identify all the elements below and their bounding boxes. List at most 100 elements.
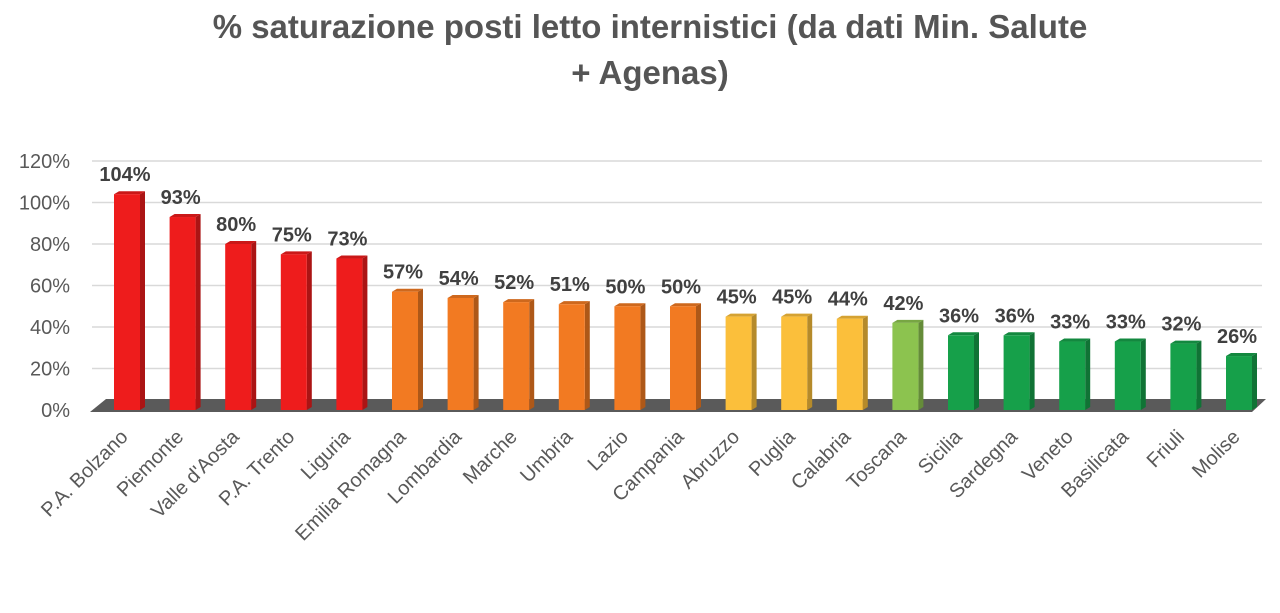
bar [225,241,257,410]
x-tick-label: Abruzzo [677,426,744,493]
y-tick-label: 40% [30,317,70,339]
bar [614,303,646,410]
data-label: 32% [1161,314,1201,336]
bar-front [1226,356,1252,410]
bar-top [1114,338,1146,342]
bar [1003,332,1035,410]
bar-front [114,194,140,410]
data-label: 54% [439,268,479,290]
data-label: 73% [327,229,367,251]
bar-front [892,322,919,410]
bar [169,214,201,410]
bar-top [169,214,201,218]
y-tick-label: 120% [19,151,70,173]
bar-top [336,255,368,259]
bar-front [1003,335,1030,410]
bar-top [614,303,646,307]
bar-front [392,291,418,410]
data-label: 104% [99,164,150,186]
bar [503,299,535,410]
bar [114,191,145,410]
y-tick-label: 100% [19,193,70,215]
bar-top [1003,332,1035,336]
bar-front [836,318,863,410]
data-label: 33% [1106,312,1146,334]
data-label: 45% [772,287,812,309]
bar-side [1196,340,1202,410]
data-label: 50% [661,276,701,298]
bar-side [974,332,979,410]
bar [948,332,979,410]
bar [280,251,312,410]
bar-side [140,191,145,410]
chart-title-line-2: + Agenas) [571,54,729,91]
bar-top [447,294,479,298]
bar-side [195,214,201,410]
data-label: 80% [216,214,256,236]
bar-front [725,316,752,410]
bars [114,191,1257,410]
bar-top [225,241,257,244]
bar-side [640,303,646,410]
bar [892,319,924,410]
bar-top [280,251,312,255]
bar-side [1252,353,1257,410]
bar-side [362,255,368,410]
bar-side [584,301,590,410]
bar-top [558,301,590,305]
data-label: 44% [828,289,868,311]
data-label: 75% [272,224,312,246]
bar-side [751,313,757,410]
bar [392,288,423,410]
bar [670,303,701,410]
bar-side [529,299,535,410]
bar-top [392,288,423,292]
bar [558,301,590,410]
data-label: 33% [1050,312,1090,334]
bar [781,313,813,410]
bar-front [169,217,196,410]
bar [447,294,479,410]
bar [1059,338,1091,410]
bar [836,315,868,410]
bar-side [807,313,813,410]
bar-top [892,319,924,323]
bar-side [251,241,257,410]
bar-front [1114,341,1141,410]
bar-top [781,313,813,317]
bar-front [280,254,307,410]
data-label: 36% [939,305,979,327]
bar-front [447,297,474,410]
data-label: 93% [161,187,201,209]
data-label: 36% [995,305,1035,327]
bar [1226,353,1257,410]
bar-side [696,303,701,410]
data-label: 26% [1217,326,1257,348]
bar-front [503,302,530,410]
x-tick-label: P.A. Bolzano [37,426,132,521]
bar [725,313,757,410]
bar [336,255,368,410]
chart-title: % saturazione posti letto internistici (… [0,4,1280,96]
bar-front [1170,343,1197,410]
bar-front [336,258,363,410]
bar-side [473,294,479,410]
data-label: 57% [383,262,423,284]
bar-front [558,304,585,410]
bar-side [306,251,312,410]
bar-side [1029,332,1035,410]
bar-front [781,316,808,410]
bar-front [1059,341,1086,410]
x-tick-label: Lazio [584,426,633,475]
bar-front [948,335,974,410]
bar-side [862,315,868,410]
x-tick-label: Calabria [787,425,856,494]
data-labels: 104% 93% 80% 75% 73% 57% 54% 52% 51% 50% 50% 45% 45%… [99,164,1257,348]
bar-top [1170,340,1202,344]
data-label: 51% [550,274,590,296]
chart-title-line-1: % saturazione posti letto internistici (… [212,8,1088,45]
bar-top [670,303,701,307]
